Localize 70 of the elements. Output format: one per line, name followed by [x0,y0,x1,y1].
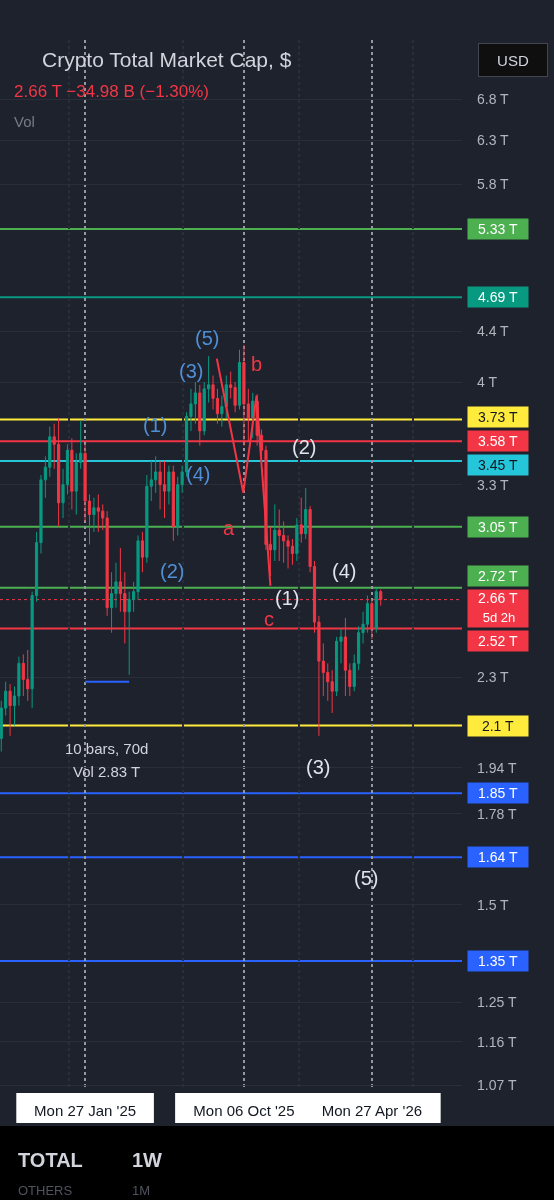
text: 1M [132,1183,151,1198]
ref-line-label: 3.45 T [478,457,518,473]
annotation: (2) [292,436,317,458]
ref-line-label: 2.52 T [478,633,518,649]
annotation: (5) [195,327,220,349]
y-tick-label: 4 T [477,374,498,391]
text: OTHERS [18,1183,73,1198]
candlestick [162,460,167,519]
y-tick-label: 4.4 T [477,323,510,340]
text: 1W [132,1149,163,1171]
annotation: (3) [306,756,331,778]
ref-line-label: 5.33 T [478,221,518,237]
candlestick [26,649,30,702]
chart-title: Crypto Total Market Cap, $ [42,48,292,72]
annotation: c [264,608,274,630]
y-tick-label: 1.16 T [477,1033,517,1050]
annotation: (1) [143,414,168,436]
candlestick [374,587,378,634]
candlestick [237,349,242,410]
x-tick-label: Mon 27 Apr '26 [321,1102,423,1119]
annotation: (2) [160,560,185,582]
candlestick [277,508,281,562]
ref-line-label: 3.05 T [478,519,518,535]
annotation: (3) [179,360,204,382]
y-tick-label: 1.94 T [477,759,517,776]
candlestick [96,493,100,533]
candlestick [220,395,224,428]
ref-line-label: 2.1 T [481,718,515,734]
candlestick [295,517,299,562]
y-tick-label: 5.8 T [477,175,510,192]
text: 5d 2h [482,610,516,625]
text: 2.66 T −34.98 B (−1.30%) [14,82,210,101]
annotation: Vol 2.83 T [73,763,141,780]
y-tick-label: 1.78 T [477,805,517,822]
text: USD [497,51,529,69]
text: TOTAL [18,1149,83,1171]
y-tick-label: 6.8 T [477,91,510,108]
ref-line-label: 2.72 T [478,568,518,584]
y-tick-label: 2.3 T [477,669,510,685]
y-tick-label: 1.5 T [477,896,510,913]
annotation: (1) [275,587,300,609]
candlestick [290,538,295,566]
annotation: b [251,353,263,375]
annotation: 10 bars, 70d [65,740,149,757]
y-tick-label: 6.3 T [477,131,510,148]
ref-line-label: 1.35 T [478,953,518,969]
ref-line-label: 2.66 T [478,590,518,606]
candlestick [8,683,12,737]
y-tick-label: 1.25 T [477,994,517,1011]
x-tick-label: Mon 06 Oct '25 [193,1102,295,1119]
ref-line-label: 3.73 T [478,409,518,425]
y-tick-label: 1.07 T [477,1076,517,1093]
ref-line-label: 3.58 T [478,433,518,449]
x-tick-label: Mon 27 Jan '25 [34,1102,137,1119]
ref-line-label: 4.69 T [478,289,518,305]
annotation: (4) [186,463,211,485]
y-tick-label: 3.3 T [477,476,510,493]
annotation: (5) [354,867,379,889]
ref-line-label: 1.85 T [478,785,518,801]
candlestick [92,497,96,533]
candlestick [140,531,145,573]
candlestick [299,497,303,544]
candlestick [171,465,175,542]
candlestick [273,503,277,562]
ref-line-label: 1.64 T [478,849,518,865]
candlestick [167,465,171,505]
annotation: (4) [332,560,357,582]
annotation: Vol [14,113,35,130]
candlestick [21,653,25,697]
candlestick [304,487,308,540]
